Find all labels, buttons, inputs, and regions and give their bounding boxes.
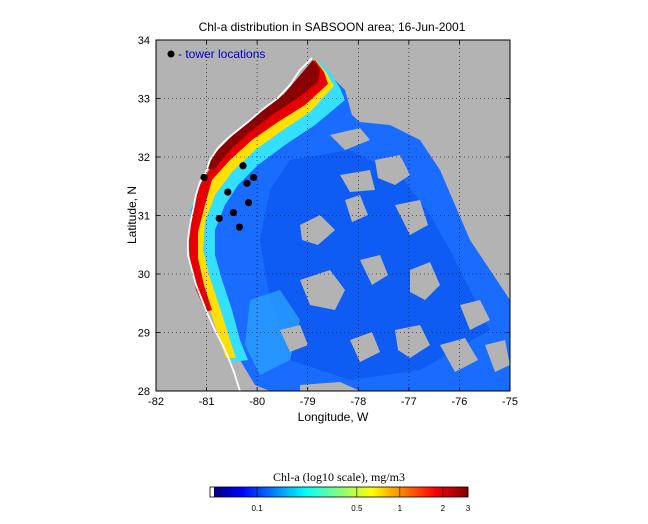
tower-marker <box>244 199 253 207</box>
x-tick-label: -81 <box>199 396 215 408</box>
x-tick-label: -82 <box>148 396 164 408</box>
colorbar-tick-label: 2 <box>441 504 446 513</box>
y-tick-label: 30 <box>138 269 150 281</box>
coastal-band-darkred <box>206 60 320 170</box>
x-tick-label: -77 <box>401 396 417 408</box>
colorbar-tick-label: 1 <box>398 504 403 513</box>
x-tick-label: -79 <box>300 396 316 408</box>
grid <box>156 40 510 391</box>
colorbar-tick-label: 3 <box>466 504 471 513</box>
y-axis-label: Latitude, N <box>125 186 139 244</box>
colorbar-label: Chl-a (log10 scale), mg/m3 <box>273 470 405 484</box>
x-axis: -82 -81 -80 -79 -78 -77 -76 -75 <box>148 40 518 408</box>
colorbar-tick-label: 0.5 <box>351 504 363 513</box>
x-tick-label: -76 <box>451 396 467 408</box>
y-axis: 28 29 30 31 32 33 34 <box>138 35 510 398</box>
x-tick-label: -78 <box>350 396 366 408</box>
tower-marker <box>229 208 237 217</box>
tower-marker <box>224 188 232 196</box>
colorbar-tick-label: 0.1 <box>251 504 263 513</box>
y-tick-label: 31 <box>138 211 150 223</box>
y-tick-label: 33 <box>138 94 150 106</box>
y-tick-label: 32 <box>138 152 150 164</box>
tower-marker <box>235 223 244 231</box>
map-panel: - tower locations <box>156 40 510 391</box>
tower-markers <box>200 162 258 231</box>
x-tick-label: -75 <box>502 396 518 408</box>
x-axis-label: Longitude, W <box>298 410 369 424</box>
y-tick-label: 28 <box>138 386 150 398</box>
tower-marker <box>250 173 258 182</box>
y-tick-label: 29 <box>138 328 150 340</box>
legend-label: - tower locations <box>178 47 265 61</box>
tower-marker <box>239 162 247 170</box>
y-tick-label: 34 <box>138 35 150 47</box>
legend-marker-icon <box>167 50 175 58</box>
map-title: Chl-a distribution in SABSOON area; 16-J… <box>199 20 466 34</box>
x-tick-label: -80 <box>249 396 265 408</box>
tower-marker <box>243 179 251 187</box>
colorbar <box>214 487 468 497</box>
tower-marker <box>215 214 223 223</box>
cloud-gaps <box>280 128 510 391</box>
tower-marker <box>200 173 208 182</box>
colorbar-ticks: 0.1 0.5 1 2 3 <box>251 487 471 513</box>
colorbar-white-segment <box>210 487 214 497</box>
coastline <box>187 57 313 391</box>
